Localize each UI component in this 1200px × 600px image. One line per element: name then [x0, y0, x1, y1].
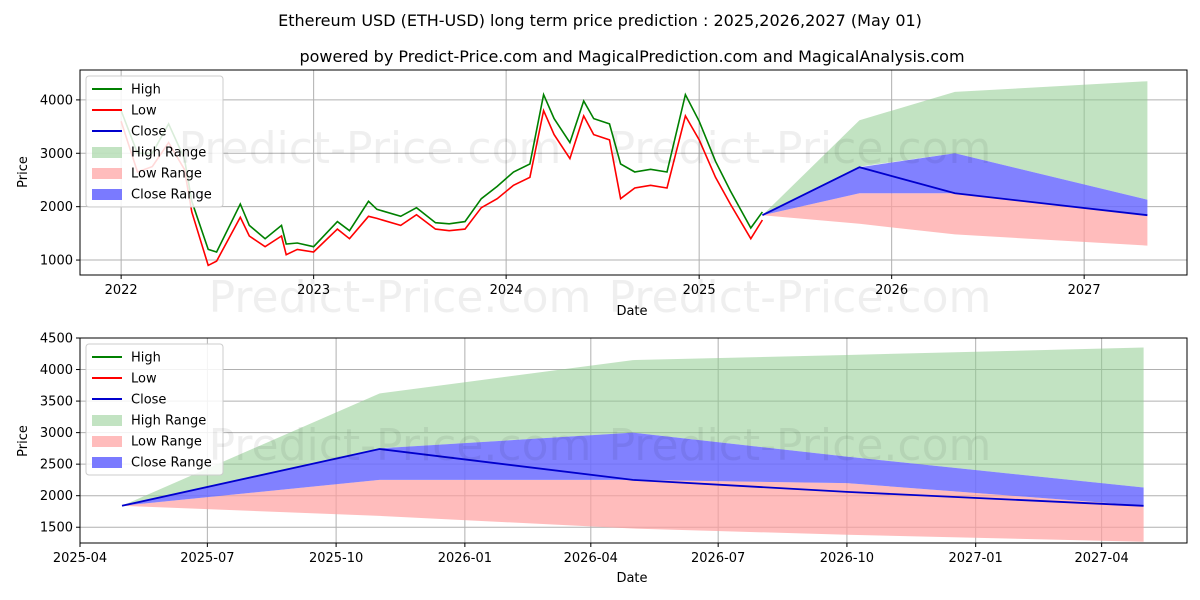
top-legend-label-4: High Range — [131, 146, 206, 161]
top-x-tick-label: 2025 — [683, 283, 716, 298]
bottom-x-tick-label: 2026-01 — [438, 551, 492, 566]
top-plot-area — [120, 81, 1148, 267]
bottom-x-axis-label: Date — [616, 571, 647, 586]
top-close-range-area — [762, 153, 1148, 216]
top-y-tick-label: 2000 — [40, 200, 73, 215]
top-y-tick-label: 4000 — [40, 93, 73, 108]
bottom-x-tick-label: 2026-04 — [564, 551, 618, 566]
top-legend-label-2: Low — [131, 104, 157, 119]
bottom-high-range-area — [122, 347, 1144, 506]
bottom-legend-label-2: Low — [131, 372, 157, 387]
bottom-x-tick-label: 2026-10 — [820, 551, 874, 566]
chart-title: Ethereum USD (ETH-USD) long term price p… — [278, 11, 922, 30]
bottom-legend-label-5: Low Range — [131, 435, 202, 450]
bottom-close-range-area — [122, 432, 1144, 506]
top-axis-ticks: 2022 2023 2024 2025 2026 2027 1000 2000 3000 4000 — [40, 93, 1101, 298]
bottom-legend-label-6: Close Range — [131, 456, 212, 471]
top-legend-label-3: Close — [131, 125, 166, 140]
bottom-x-tick-label: 2027-01 — [949, 551, 1003, 566]
bottom-legend-swatch-4 — [92, 415, 122, 426]
watermark-text: Predict-Price.com — [209, 420, 592, 471]
watermarks: Predict-Price.com Predict-Price.com Predic… — [179, 123, 992, 471]
bottom-x-tick-label: 2025-10 — [309, 551, 363, 566]
top-close-forecast-line — [762, 166, 1148, 217]
bottom-axis-ticks: 2025-04 2025-07 2025-10 2026-01 2026-04 2026-… — [40, 332, 1129, 567]
bottom-legend-label-3: Close — [131, 393, 166, 408]
top-low-range-area — [762, 193, 1148, 246]
watermark-text: Predict-Price.com — [609, 420, 992, 471]
top-plot-frame — [79, 69, 1188, 276]
bottom-legend-swatch-6 — [92, 457, 122, 468]
top-low-series-line — [120, 107, 764, 267]
watermark-text: Predict-Price.com — [179, 123, 562, 174]
top-x-axis-label: Date — [616, 304, 647, 319]
bottom-legend: High Low Close High Range Low Range Close Ran… — [85, 343, 224, 476]
bottom-y-axis-label: Price — [16, 425, 31, 457]
bottom-x-tick-label: 2026-07 — [691, 551, 745, 566]
bottom-legend-label-4: High Range — [131, 414, 206, 429]
bottom-low-range-area — [122, 479, 1144, 542]
top-x-tick-label: 2023 — [297, 283, 330, 298]
bottom-close-forecast-line — [121, 448, 1144, 507]
top-legend-swatch-6 — [92, 189, 122, 200]
bottom-x-tick-label: 2025-04 — [53, 551, 107, 566]
top-legend-label-1: High — [131, 83, 161, 98]
top-legend-label-5: Low Range — [131, 167, 202, 182]
top-high-series-line — [120, 91, 764, 253]
top-legend-label-6: Close Range — [131, 188, 212, 203]
top-x-tick-label: 2022 — [105, 283, 138, 298]
top-legend-swatch-4 — [92, 147, 122, 158]
bottom-y-tick-label: 1500 — [40, 521, 73, 536]
bottom-y-tick-label: 4000 — [40, 363, 73, 378]
bottom-legend-label-1: High — [131, 351, 161, 366]
top-x-tick-label: 2026 — [875, 283, 908, 298]
top-y-axis-label: Price — [16, 156, 31, 188]
watermark-text: Predict-Price.com — [609, 272, 992, 323]
bottom-plot-area — [121, 347, 1144, 542]
chart-subtitle: powered by Predict-Price.com and Magical… — [299, 47, 964, 66]
bottom-x-tick-label: 2027-04 — [1074, 551, 1128, 566]
top-x-tick-label: 2024 — [490, 283, 523, 298]
top-legend: High Low Close High Range Low Range Close Ran… — [85, 75, 224, 208]
top-y-tick-label: 3000 — [40, 147, 73, 162]
bottom-y-tick-label: 4500 — [40, 332, 73, 347]
bottom-y-tick-label: 3500 — [40, 395, 73, 410]
bottom-plot-frame — [79, 337, 1188, 544]
top-high-range-area — [762, 81, 1148, 216]
bottom-x-tick-label: 2025-07 — [180, 551, 234, 566]
bottom-y-tick-label: 3000 — [40, 426, 73, 441]
bottom-legend-swatch-5 — [92, 436, 122, 447]
bottom-y-tick-label: 2000 — [40, 489, 73, 504]
bottom-y-tick-label: 2500 — [40, 458, 73, 473]
top-legend-swatch-5 — [92, 168, 122, 179]
top-y-tick-label: 1000 — [40, 254, 73, 269]
watermark-text: Predict-Price.com — [609, 123, 992, 174]
watermark-text: Predict-Price.com — [209, 272, 592, 323]
top-x-tick-label: 2027 — [1068, 283, 1101, 298]
